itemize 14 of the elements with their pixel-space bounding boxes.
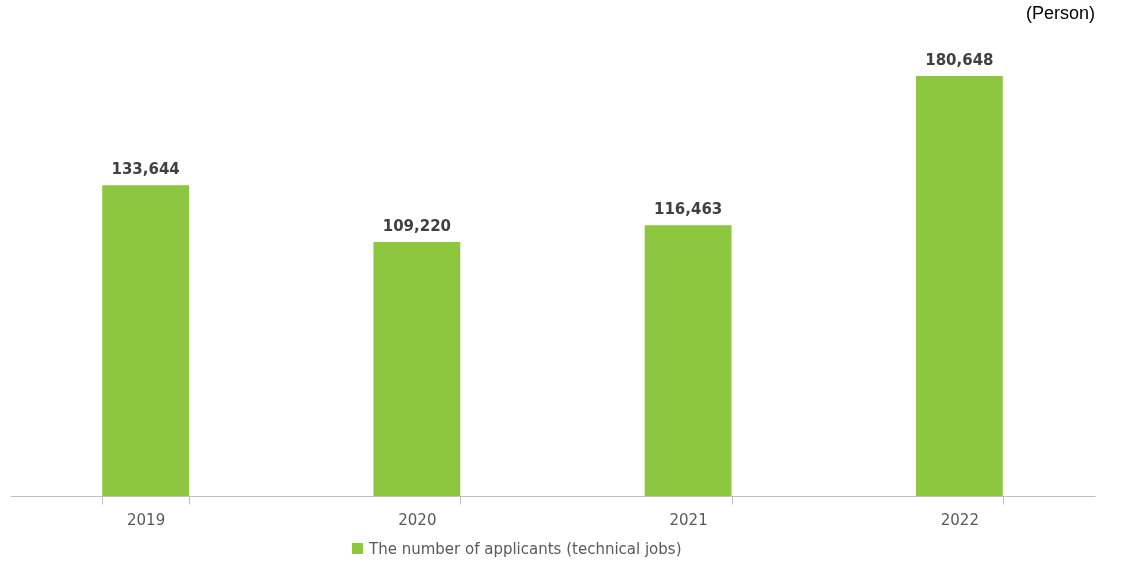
bar [102,185,190,496]
bar [915,76,1003,496]
bar [644,225,732,496]
data-label: 133,644 [111,160,180,179]
y-axis-title: (Person) [1025,3,1095,23]
x-tick-label: 2022 [940,510,979,529]
x-tick-label: 2021 [669,510,708,529]
x-tick-label: 2020 [398,510,437,529]
data-label: 180,648 [925,51,994,69]
data-label: 116,463 [653,200,723,219]
x-tick-label: 2019 [127,510,166,529]
legend-label: The number of applicants (technical jobs) [368,539,682,558]
bar [373,242,461,496]
data-label: 109,220 [382,217,452,236]
